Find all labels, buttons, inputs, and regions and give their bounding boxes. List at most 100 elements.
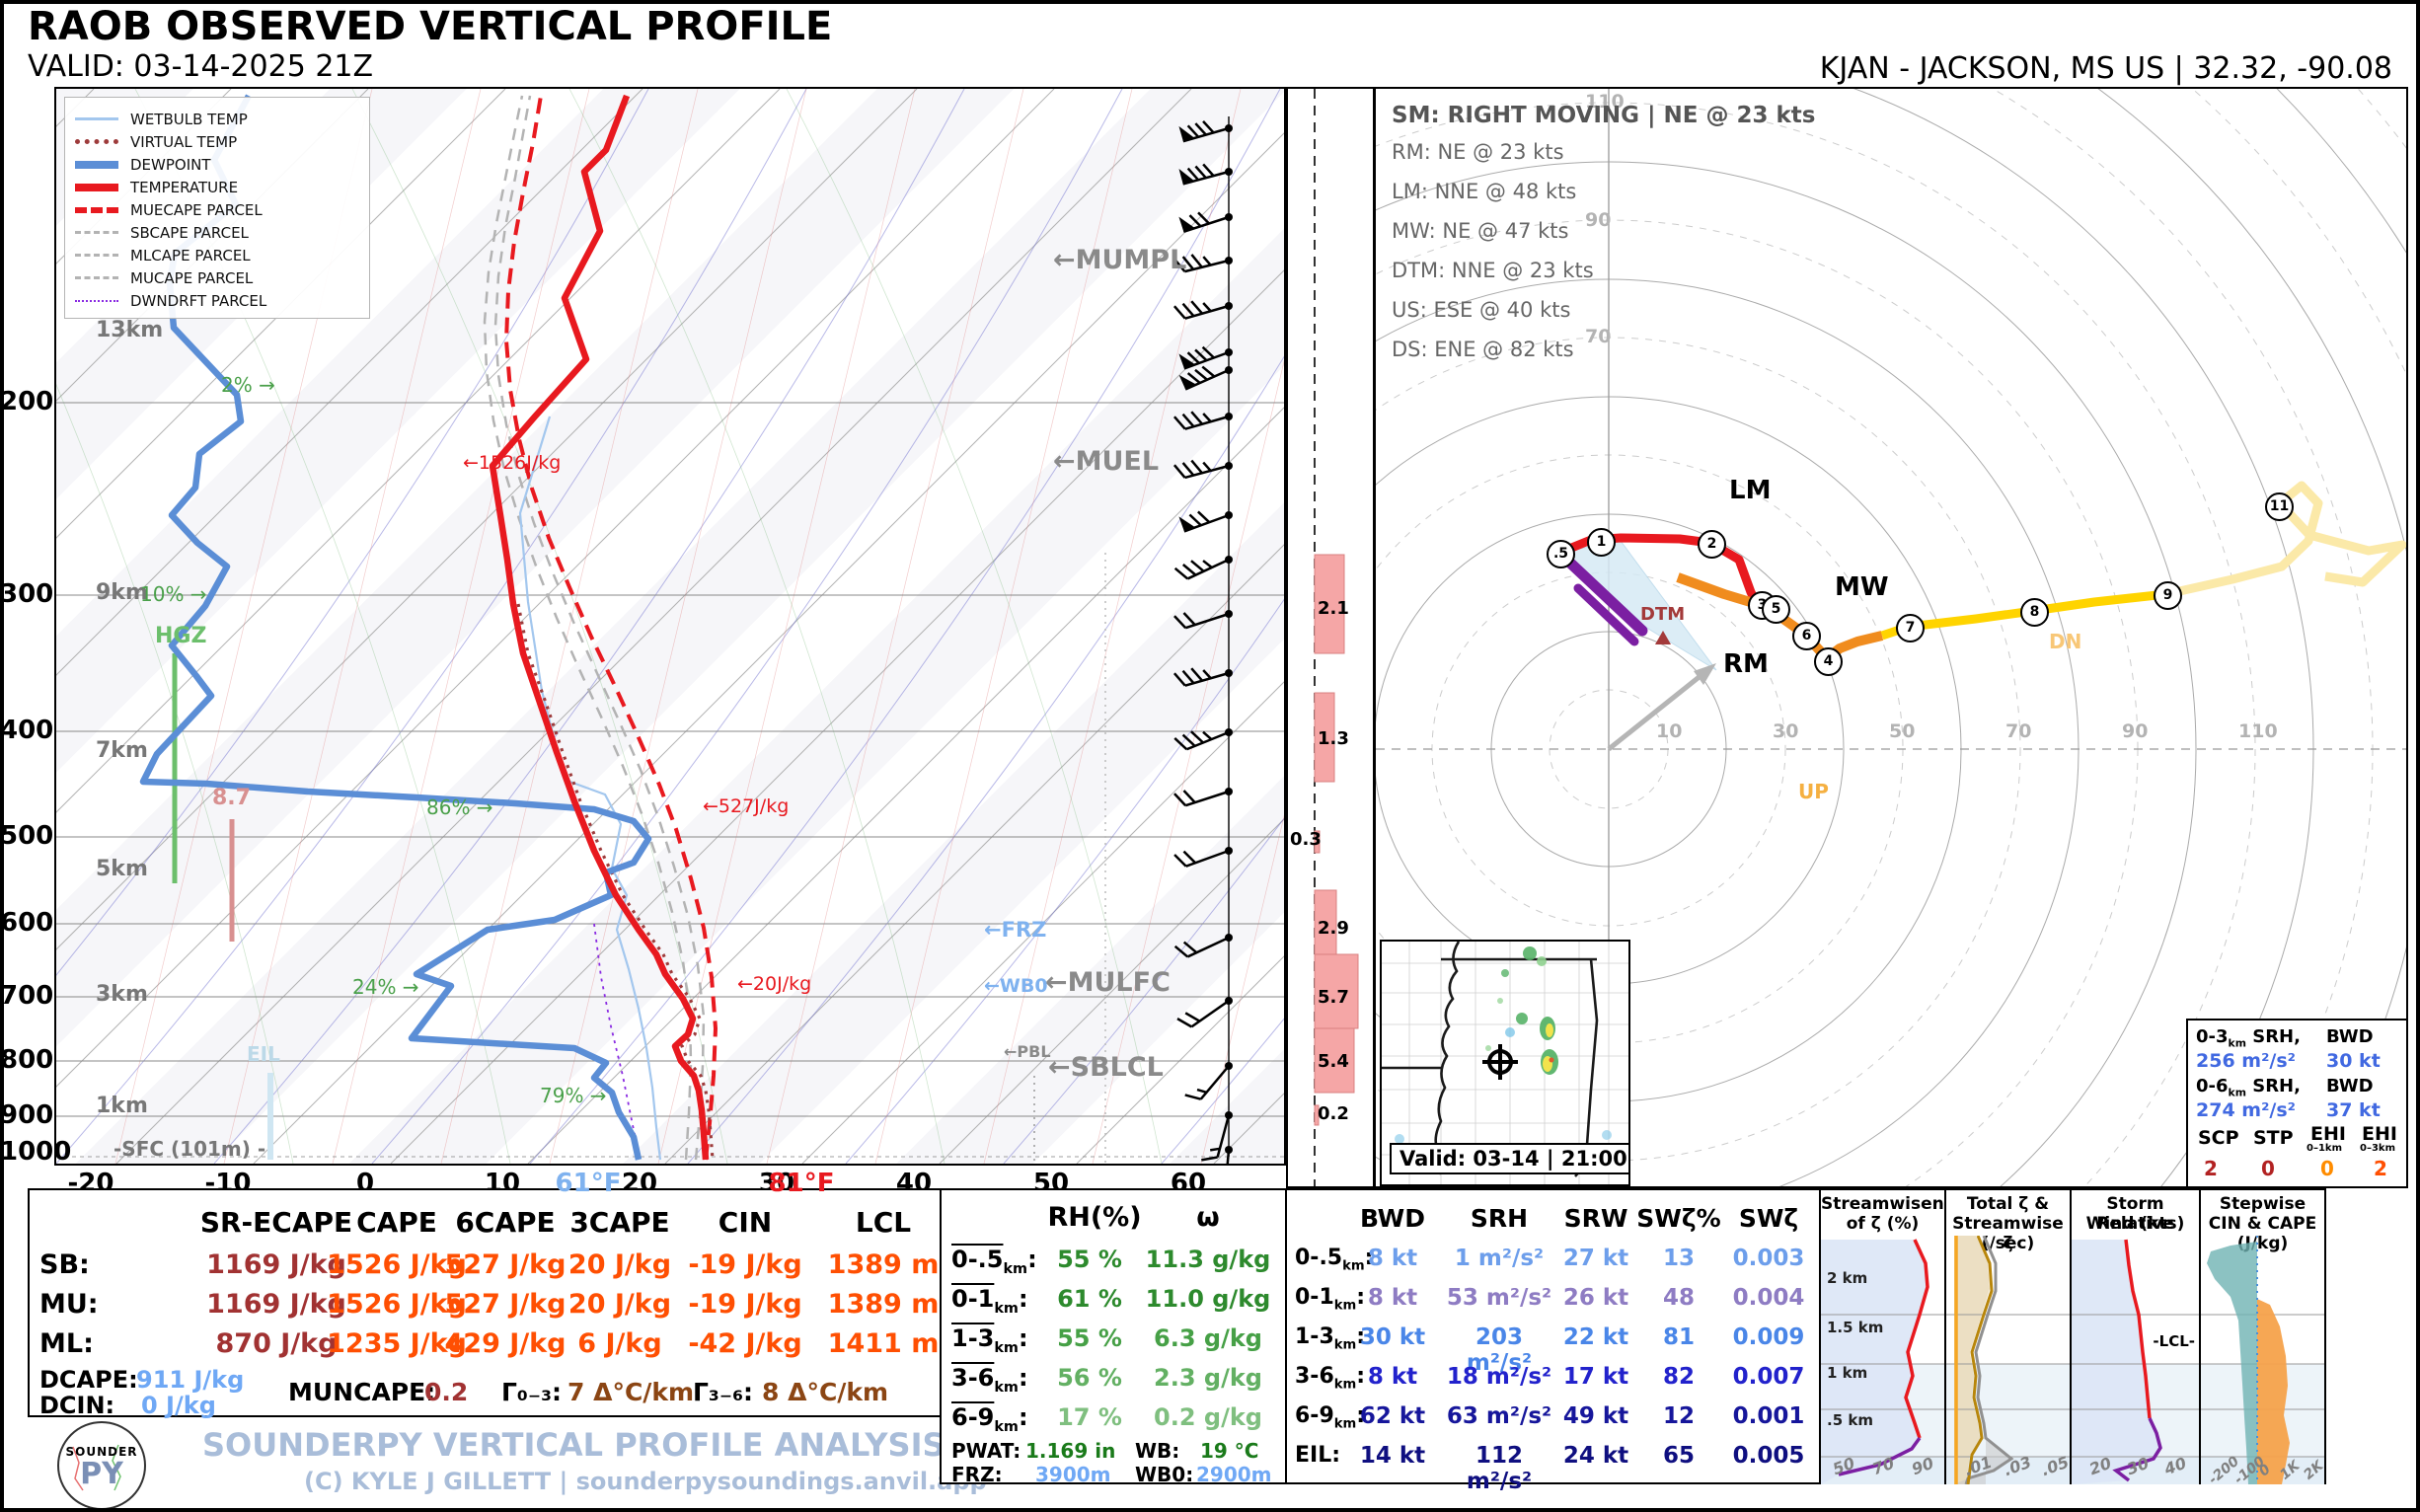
inset1-title-line2: of ζ (%)	[1846, 1214, 1920, 1234]
inset-streamwiseness-panel: Streamwiseness of ζ (%) 2 km 1.5 km 1 km…	[1819, 1188, 1976, 1484]
omega-bars	[1314, 89, 1359, 1186]
dcape-value: 911 J/kg	[136, 1366, 245, 1394]
wb0-value: 2900m	[1196, 1463, 1272, 1486]
inset4-title-line1: Stepwise	[2219, 1194, 2307, 1214]
pwat-label: PWAT:	[951, 1439, 1021, 1463]
station-info: KJAN - JACKSON, MS US | 32.32, -90.08	[1819, 51, 2392, 86]
logo-squiggles	[72, 1444, 121, 1491]
ring-label-h: 50	[1889, 720, 1916, 742]
rh-table-panel: RH(%) ω 0-.5km: 55 % 11.3 g/kg 0-1km: 61…	[940, 1188, 1287, 1486]
rh-row-label: 3-6km:	[951, 1364, 1028, 1396]
muncape-value: 0.2	[424, 1378, 469, 1406]
pressure-tick: 900	[0, 1100, 54, 1130]
kin-value: 0.007	[1732, 1364, 1805, 1390]
ehi-0-1-label: EHI	[2310, 1123, 2346, 1145]
kin-value: 8 kt	[1367, 1246, 1418, 1271]
thermo-row-label: ML:	[39, 1328, 94, 1359]
srh-0-6-value: 274 m²/s²	[2196, 1099, 2296, 1121]
rh-row-label: 6-9km:	[951, 1403, 1028, 1435]
thermo-header: CAPE	[356, 1206, 437, 1239]
temperature-line-swatch	[75, 183, 118, 191]
mlcape-parcel-trace	[483, 95, 693, 1161]
max-lapse-label: 8.7	[212, 786, 251, 810]
rm-vector-arrowhead	[1694, 663, 1716, 685]
rh-value: 17 %	[1057, 1403, 1122, 1431]
lapse-3-6-label: Γ₃₋₆:	[693, 1378, 754, 1406]
hodo-marker-5km: 5	[1762, 595, 1790, 624]
dtm-marker-icon	[1655, 631, 1671, 644]
thermo-header: LCL	[855, 1206, 912, 1239]
thermo-value: -19 J/kg	[688, 1249, 802, 1280]
storm-motion-rm: RM: NE @ 23 kts	[1392, 140, 1564, 164]
kin-value: 1 m²/s²	[1454, 1246, 1545, 1271]
srh-summary-box: 0-3km SRH, BWD 256 m²/s² 30 kt 0-6km SRH…	[2186, 1019, 2408, 1188]
footer-line1: SOUNDERPY VERTICAL PROFILE ANALYSIS TOOL	[202, 1426, 1052, 1464]
skewt-moist-adiabats	[56, 89, 1163, 1164]
pressure-tick: 800	[0, 1045, 54, 1075]
wb0-label: WB0:	[1135, 1463, 1194, 1486]
stepwise-cape-area	[2257, 1299, 2290, 1484]
station-crosshair-icon	[1482, 1044, 1518, 1080]
rh-value: 55 %	[1057, 1246, 1122, 1273]
inset2-plot	[1946, 1236, 2070, 1484]
hodo-marker-6km: 6	[1792, 622, 1821, 650]
stp-value: 0	[2261, 1157, 2275, 1180]
ring-label-h: 110	[2238, 720, 2278, 742]
storm-motion-dtm: DTM: NNE @ 23 kts	[1392, 259, 1594, 282]
thermo-value: 527 J/kg	[444, 1249, 567, 1280]
ring-label-h: 90	[2122, 720, 2149, 742]
legend-item: VIRTUAL TEMP	[75, 130, 359, 153]
ehi-0-3-label: EHI	[2362, 1123, 2397, 1145]
hgz-label: HGZ	[155, 624, 207, 648]
thermo-header: 6CAPE	[455, 1206, 556, 1239]
mixing-ratio-value: 11.3 g/kg	[1145, 1246, 1271, 1273]
rh-row-label: 1-3km:	[951, 1324, 1028, 1356]
inset-zeta-panel: Total ζ & Streamwise ζ (/sec) .01 .03 .0…	[1944, 1188, 2072, 1484]
rh-annotation-200mb: 2% →	[221, 373, 275, 397]
skewt-pressure-lines	[56, 402, 1284, 1158]
streamwise-zeta-curve	[1966, 1236, 1994, 1484]
legend-item: MUECAPE PARCEL	[75, 198, 359, 221]
hodo-marker-11km: 11	[2265, 492, 2294, 521]
sblcl-marker: ←SBLCL	[1048, 1052, 1164, 1083]
legend-item: MLCAPE PARCEL	[75, 244, 359, 266]
kin-value: 30 kt	[1359, 1324, 1426, 1350]
cape-20-marker: ←20J/kg	[737, 973, 812, 995]
inset3-title-line1: Storm Relative	[2096, 1194, 2174, 1234]
thermo-value: -42 J/kg	[688, 1328, 802, 1359]
hodograph-panel: SM: RIGHT MOVING | NE @ 23 kts RM: NE @ …	[1374, 87, 2408, 1188]
inset2-title-line3: (/sec)	[1981, 1234, 2035, 1253]
thermo-value: 6 J/kg	[577, 1328, 662, 1359]
lapse-0-3-value: 7 Δ°C/km	[567, 1378, 695, 1406]
ring-label-v: 110	[1585, 91, 1625, 113]
kin-value: 8 kt	[1367, 1285, 1418, 1311]
wb0-marker: ←WB0	[984, 975, 1048, 997]
stepwise-cin-area	[2207, 1242, 2257, 1484]
thermo-value: -19 J/kg	[688, 1289, 802, 1320]
kin-value: 0.005	[1732, 1443, 1805, 1469]
rm-vector-arrow	[1607, 673, 1703, 751]
kin-value: 13	[1662, 1246, 1695, 1271]
footer-line2: (C) KYLE J GILLETT | sounderpysoundings.…	[304, 1468, 987, 1495]
omega-value: 0.3	[1290, 829, 1322, 850]
pbl-marker: ←PBL	[1004, 1042, 1051, 1061]
omega-value: 2.1	[1318, 598, 1349, 619]
kin-value: 63 m²/s²	[1446, 1403, 1552, 1429]
ring-label-h: 70	[2005, 720, 2032, 742]
rh-annotation-500mb: 86% →	[426, 795, 493, 819]
omega-value: 0.2	[1318, 1103, 1349, 1124]
thermo-value: 1235 J/kg	[327, 1328, 467, 1359]
legend-item: MUCAPE PARCEL	[75, 266, 359, 289]
kin-value: 203 m²/s²	[1466, 1324, 1533, 1376]
inset2-title-line1: Total ζ &	[1966, 1194, 2050, 1214]
srh-0-3-label: 0-3km SRH,	[2196, 1026, 2301, 1050]
height-label-9km: 9km	[96, 580, 148, 605]
kin-row-label: EIL:	[1295, 1443, 1341, 1468]
thermo-value: 20 J/kg	[567, 1289, 672, 1320]
ring-label-v: 90	[1585, 209, 1612, 231]
valid-time: VALID: 03-14-2025 21Z	[28, 49, 374, 84]
thermo-value: 527 J/kg	[444, 1289, 567, 1320]
srw-curve-upper	[2124, 1239, 2152, 1419]
kin-value: 81	[1662, 1324, 1695, 1350]
rh-annotation-900mb: 79% →	[540, 1084, 607, 1107]
